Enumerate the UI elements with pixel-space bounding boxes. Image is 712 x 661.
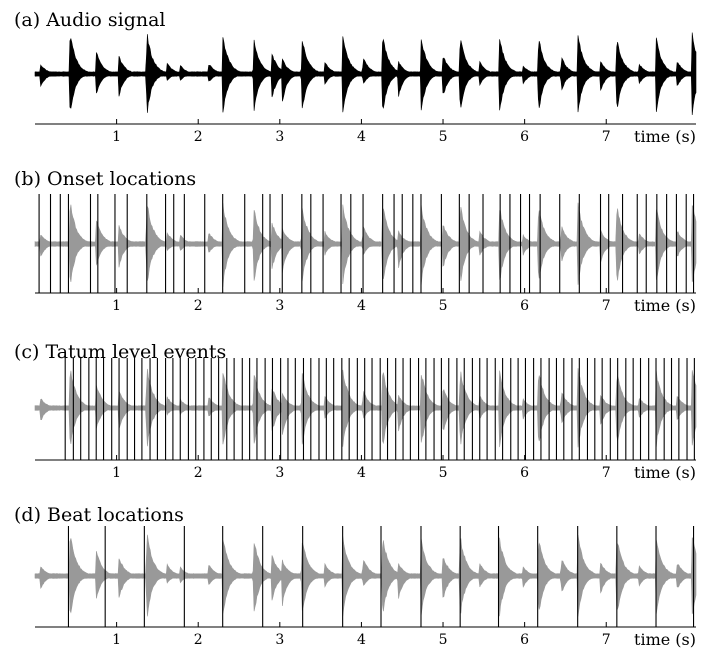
x-tick-label: 2 [194, 129, 203, 145]
x-tick-label: 3 [275, 632, 284, 648]
panel-d: (d) Beat locations 1 2 3 4 5 6 7 time (s) [14, 504, 697, 649]
x-tick-label: 4 [357, 632, 366, 648]
panel-b: (b) Onset locations 1 2 3 4 5 6 7 time (s) [14, 168, 697, 315]
panel-title: (d) Beat locations [14, 504, 184, 526]
x-axis-label: time (s) [634, 296, 696, 315]
x-tick-label: 7 [602, 298, 611, 314]
x-tick-label: 5 [439, 298, 448, 314]
x-tick-label: 4 [357, 129, 366, 145]
x-tick-label: 3 [275, 298, 284, 314]
x-tick-label: 2 [194, 465, 203, 481]
x-axis-label: time (s) [634, 630, 696, 649]
x-tick-label: 7 [602, 465, 611, 481]
x-tick-label: 2 [194, 298, 203, 314]
x-tick-label: 4 [357, 465, 366, 481]
x-axis-label: time (s) [634, 463, 696, 482]
x-tick-label: 5 [439, 632, 448, 648]
x-tick-label: 7 [602, 632, 611, 648]
x-tick-label: 1 [112, 129, 121, 145]
x-tick-label: 2 [194, 632, 203, 648]
x-tick-label: 4 [357, 298, 366, 314]
panel-title: (b) Onset locations [14, 168, 196, 190]
panel-c: (c) Tatum level events 1 2 3 4 5 6 7 time (s) [14, 341, 697, 482]
panel-title: (a) Audio signal [14, 9, 166, 31]
x-tick-label: 1 [112, 298, 121, 314]
waveform [34, 534, 697, 617]
x-axis-label: time (s) [634, 127, 696, 146]
x-tick-label: 6 [520, 298, 529, 314]
x-tick-label: 5 [439, 465, 448, 481]
x-tick-label: 7 [602, 129, 611, 145]
panel-title: (c) Tatum level events [14, 341, 226, 363]
waveform [34, 32, 697, 116]
x-tick-label: 1 [112, 465, 121, 481]
waveform [34, 368, 697, 448]
x-tick-label: 3 [275, 465, 284, 481]
waveform [34, 202, 697, 287]
x-tick-label: 1 [112, 632, 121, 648]
x-tick-label: 6 [520, 129, 529, 145]
x-tick-label: 6 [520, 465, 529, 481]
x-tick-label: 6 [520, 632, 529, 648]
panel-a: (a) Audio signal 1 2 3 4 5 6 7 time (s) [14, 9, 697, 146]
x-tick-label: 3 [275, 129, 284, 145]
x-tick-label: 5 [439, 129, 448, 145]
